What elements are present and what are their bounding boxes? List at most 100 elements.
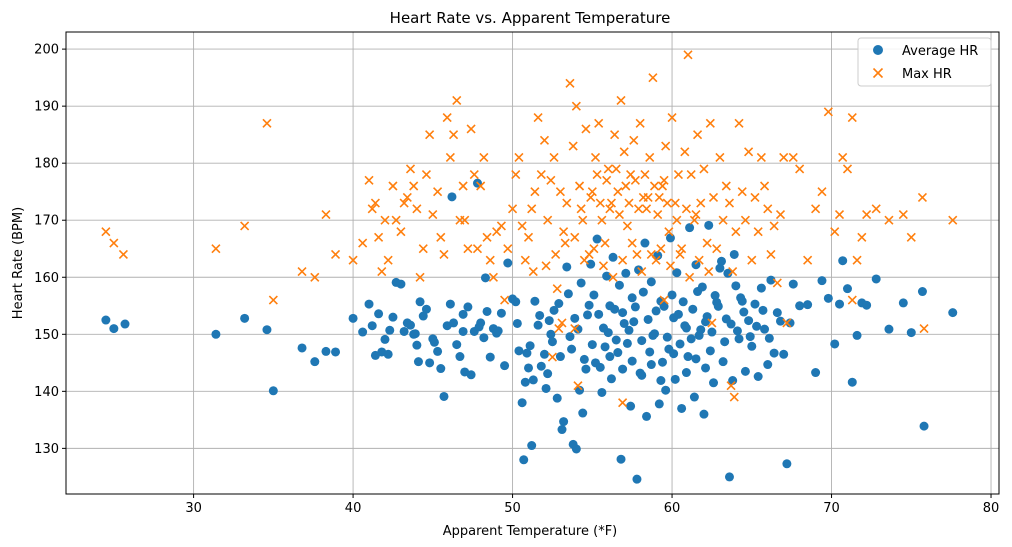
max-hr-point [240,221,250,231]
series-max-hr [101,50,958,408]
average-hr-point [691,260,701,270]
max-hr-point [262,118,272,128]
average-hr-point [838,256,848,266]
max-hr-point [707,318,717,328]
average-hr-point [689,392,699,402]
legend-box [857,37,992,87]
average-hr-point [474,322,484,332]
max-hr-point [523,232,534,242]
max-hr-point [594,118,604,128]
average-hr-point [429,337,439,347]
max-hr-point [428,209,438,220]
average-hr-point [399,326,409,336]
average-hr-point [541,383,551,393]
average-hr-point [458,326,468,336]
max-hr-point [734,118,744,128]
legend-marker-average-hr [873,45,883,55]
max-hr-point [485,255,495,265]
max-hr-point [871,204,881,214]
average-hr-point [637,336,647,346]
average-hr-point [763,360,773,370]
average-hr-point [624,325,634,335]
max-hr-point [702,238,712,248]
max-hr-point [632,249,642,260]
max-hr-point [562,198,572,208]
average-hr-point [614,280,624,290]
max-hr-point [750,192,760,202]
average-hr-point [595,362,605,372]
average-hr-point [740,366,750,376]
max-hr-point [753,227,763,237]
max-hr-point [766,249,776,260]
chart-title: Heart Rate vs. Apparent Temperature [390,9,671,27]
average-hr-point [530,296,540,306]
max-hr-point [662,198,672,208]
max-hr-point [838,152,848,163]
max-hr-point [503,244,513,254]
average-hr-point [657,357,667,367]
max-hr-point [517,221,527,231]
max-hr-point [635,118,645,128]
average-hr-point [608,252,618,262]
max-hr-point [677,244,687,254]
max-hr-point [409,181,419,191]
max-hr-point [463,244,473,254]
average-hr-point [547,337,557,347]
average-hr-point [616,454,626,464]
max-hr-point [530,187,540,197]
average-hr-point [563,289,573,299]
average-hr-point [766,275,776,285]
average-hr-point [449,318,459,328]
max-hr-point [268,295,278,305]
max-hr-point [653,209,663,220]
average-hr-point [705,346,715,356]
average-hr-point [388,312,398,322]
max-hr-point [729,392,739,402]
average-hr-point [919,421,929,431]
max-hr-point [721,181,731,191]
average-hr-point [661,385,671,395]
series-average-hr [101,178,958,484]
max-hr-point [661,141,671,151]
average-hr-point [627,356,637,366]
max-hr-point [614,209,624,220]
average-hr-point [678,297,688,307]
average-hr-point [656,375,666,385]
max-hr-point [659,295,669,305]
average-hr-point [578,408,588,418]
average-hr-point [670,374,680,384]
average-hr-point [600,342,610,352]
average-hr-point [594,309,604,319]
average-hr-point [707,327,717,337]
max-hr-point [788,152,798,163]
max-hr-point [919,324,929,334]
y-tick-label: 180 [34,157,59,172]
max-hr-point [383,255,393,265]
y-tick-label: 200 [34,43,59,58]
average-hr-point [694,330,704,340]
average-hr-point [581,364,591,374]
max-hr-point [479,152,489,163]
average-hr-point [634,265,644,275]
max-hr-point [898,209,908,220]
average-hr-point [396,279,406,289]
average-hr-point [752,321,762,331]
max-hr-point [520,255,530,265]
max-hr-point [667,112,677,123]
average-hr-point [597,387,607,397]
max-hr-point [665,261,676,271]
max-hr-point [586,192,596,202]
average-hr-point [681,368,691,378]
average-hr-point [517,398,527,408]
max-hr-point [405,164,416,174]
max-hr-point [364,175,374,185]
average-hr-point [686,334,696,344]
average-hr-point [917,287,927,297]
max-hr-point [737,187,747,197]
max-hr-point [587,187,597,197]
average-hr-point [544,316,554,326]
average-hr-point [479,333,489,343]
average-hr-point [646,360,656,370]
max-hr-point [570,232,580,242]
